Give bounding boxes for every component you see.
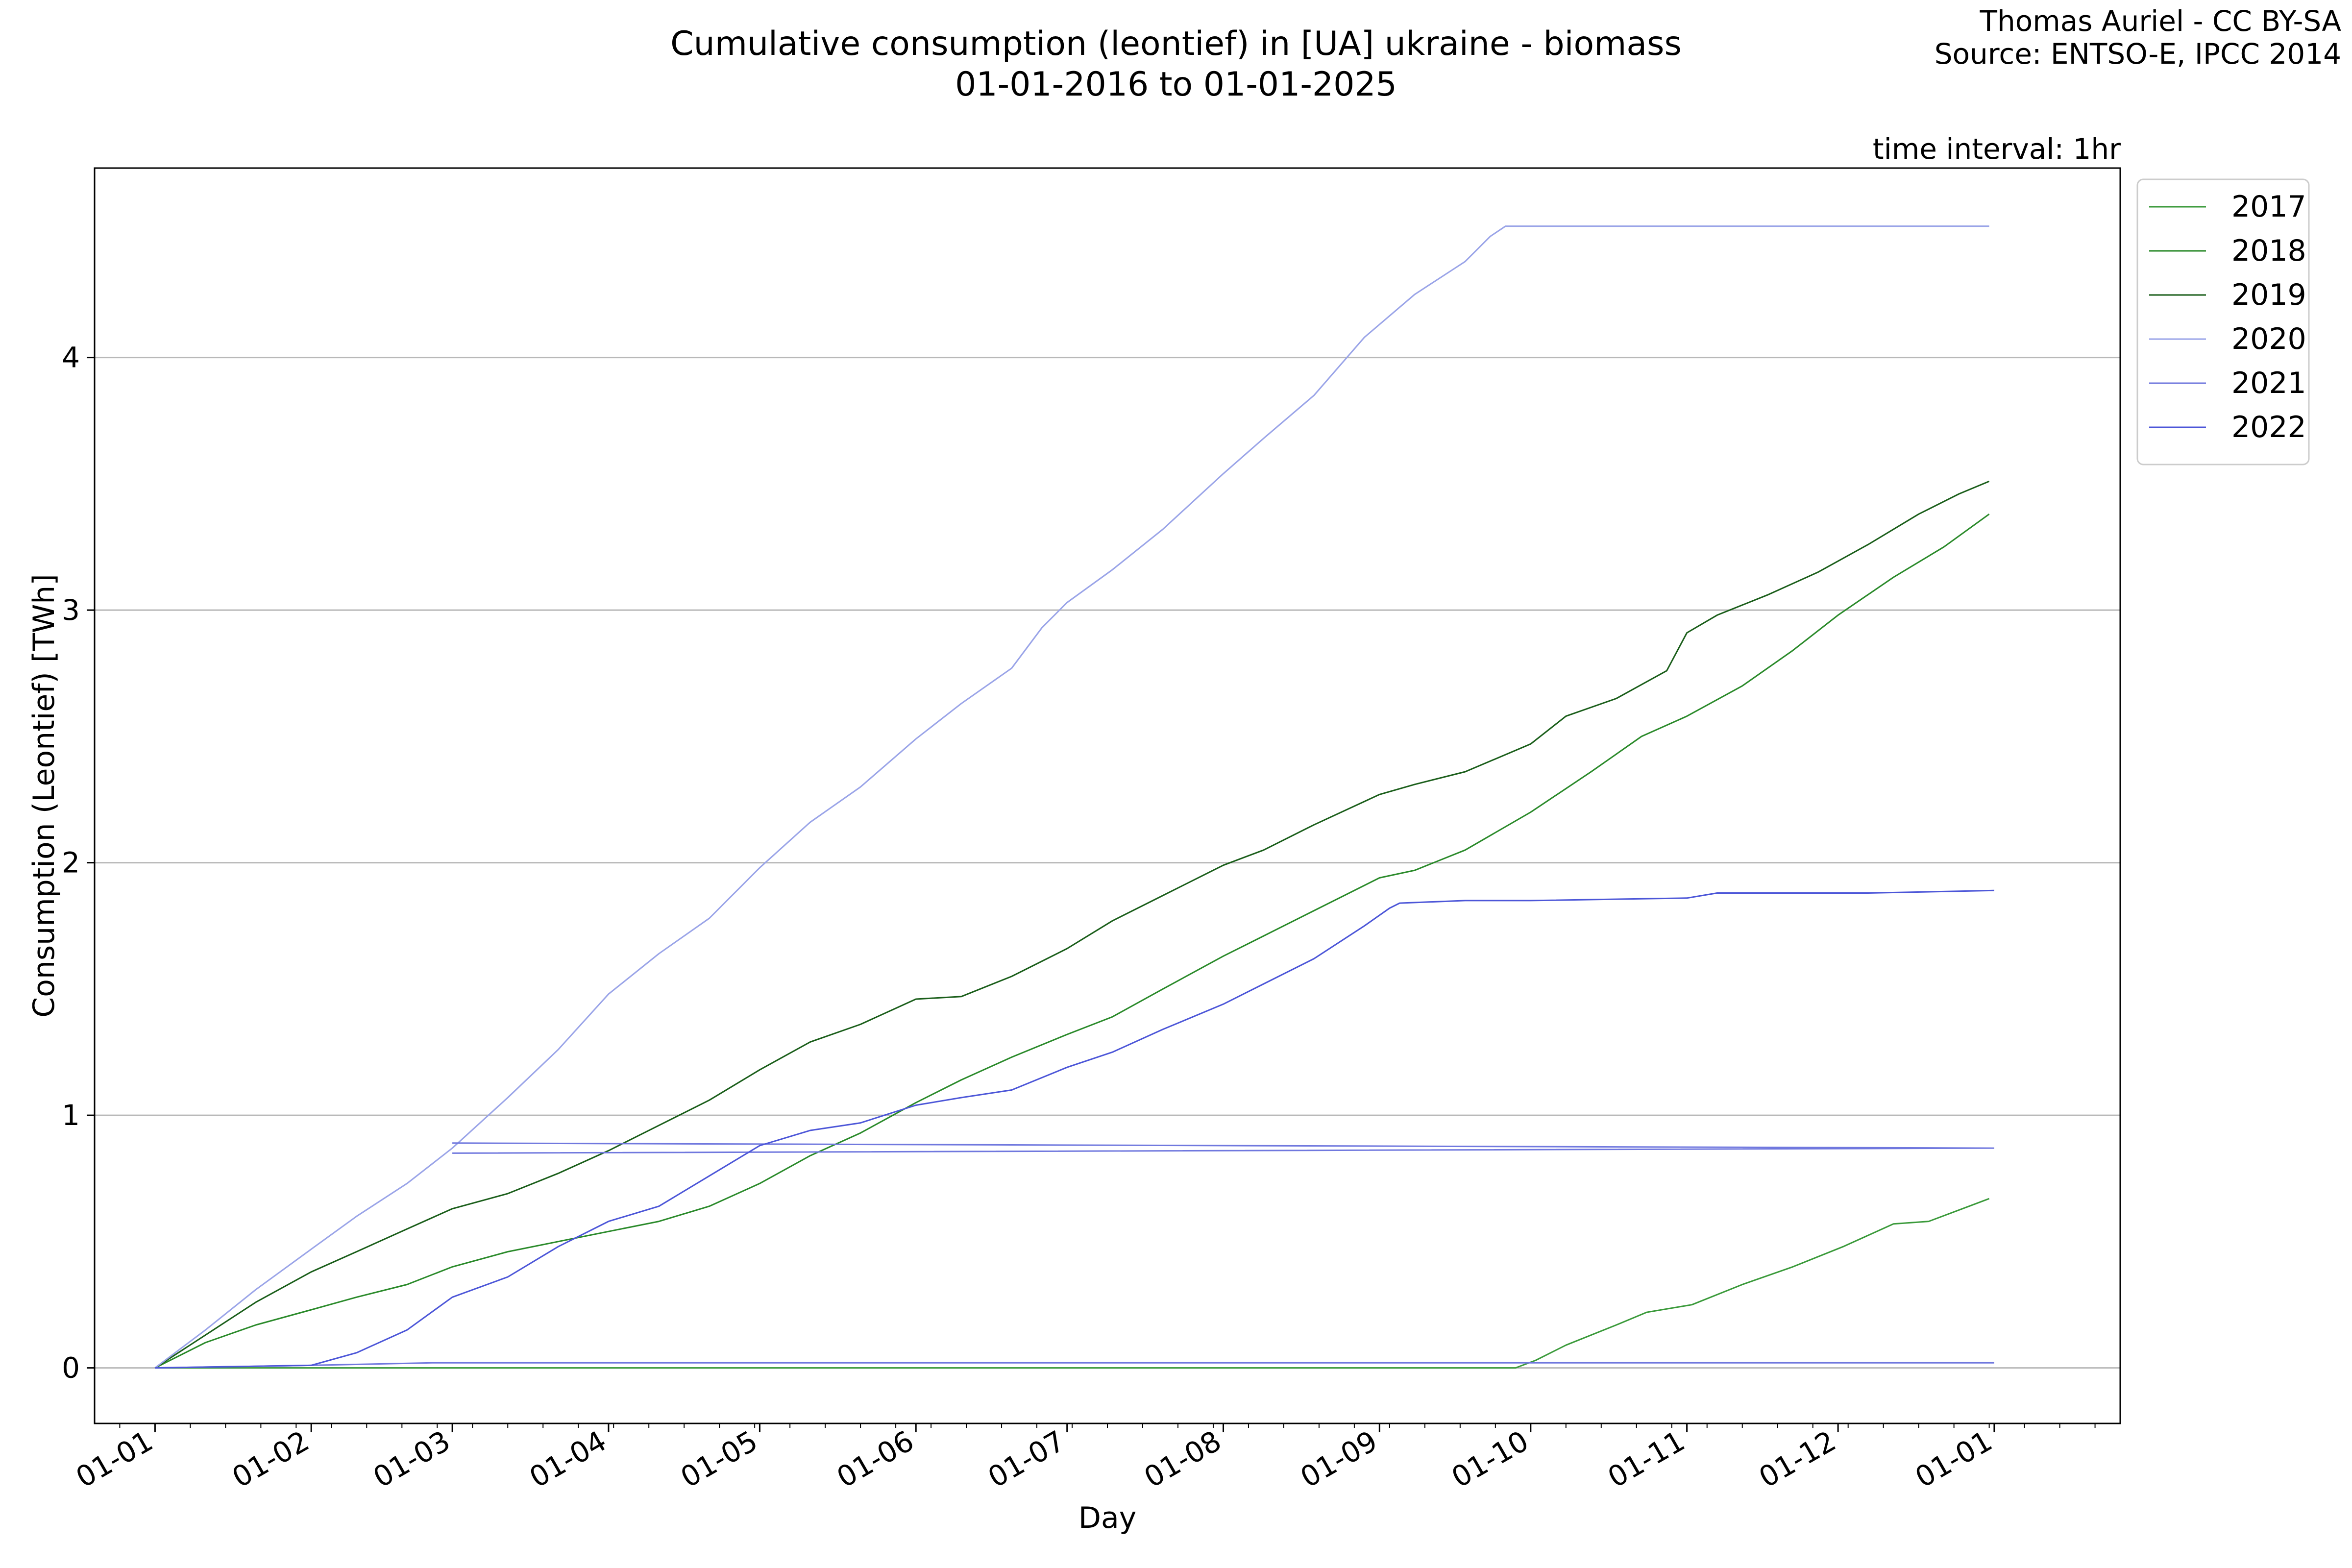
x-tick-label: 01-06 xyxy=(831,1424,919,1494)
x-tick-label: 01-05 xyxy=(675,1424,763,1494)
y-tick-label: 1 xyxy=(62,1099,80,1132)
series-line-2021 xyxy=(155,1142,1994,1369)
axes: Day Consumption (Leontief) [TWh] 0 1 2 3 4 01… xyxy=(27,341,2096,1535)
y-axis-label: Consumption (Leontief) [TWh] xyxy=(27,574,61,1017)
series-line-2017 xyxy=(155,1198,1990,1369)
series-line-2022 xyxy=(155,889,1994,1369)
legend-label: 2022 xyxy=(2231,410,2306,444)
y-tick-label: 0 xyxy=(62,1351,80,1385)
x-tick-label: 01-03 xyxy=(368,1424,456,1494)
x-tick-label: 01-10 xyxy=(1446,1424,1534,1494)
x-tick-label: 01-12 xyxy=(1753,1424,1841,1494)
x-tick-label: 01-08 xyxy=(1139,1424,1227,1494)
chart-subtitle: 01-01-2016 to 01-01-2025 xyxy=(955,65,1397,104)
y-tick-label: 2 xyxy=(62,846,80,880)
x-tick-label: 01-02 xyxy=(226,1424,315,1494)
x-tick-label: 01-01 xyxy=(70,1424,158,1494)
legend-label: 2017 xyxy=(2231,190,2306,224)
grid xyxy=(95,357,2120,1369)
x-tick-label: 01-07 xyxy=(982,1424,1071,1494)
y-tick-label: 3 xyxy=(62,593,80,627)
legend-label: 2019 xyxy=(2231,278,2306,312)
plot-area-frame xyxy=(94,167,2121,1424)
chart-title: Cumulative consumption (leontief) in [UA… xyxy=(670,24,1682,63)
x-tick-label: 01-04 xyxy=(524,1424,612,1494)
series-line-2018 xyxy=(154,513,1990,1369)
series-line-2020 xyxy=(154,225,1989,1369)
source-text: Source: ENTSO-E, IPCC 2014 xyxy=(1935,37,2341,71)
legend-label: 2020 xyxy=(2231,322,2306,356)
legend: 2017 2018 2019 2020 2021 2022 xyxy=(2136,178,2310,466)
time-interval-text: time interval: 1hr xyxy=(1873,132,2121,166)
x-axis-label: Day xyxy=(1078,1501,1136,1535)
x-tick-label: 01-01 xyxy=(1910,1424,1998,1494)
y-tick-label: 4 xyxy=(62,341,80,374)
series-lines xyxy=(154,225,1994,1369)
x-tick-label: 01-09 xyxy=(1295,1424,1383,1494)
legend-label: 2018 xyxy=(2231,234,2306,268)
x-tick-label: 01-11 xyxy=(1602,1424,1690,1494)
credit-text: Thomas Auriel - CC BY-SA xyxy=(1980,4,2342,38)
legend-label: 2021 xyxy=(2231,366,2306,400)
series-line-2019 xyxy=(154,480,1990,1369)
